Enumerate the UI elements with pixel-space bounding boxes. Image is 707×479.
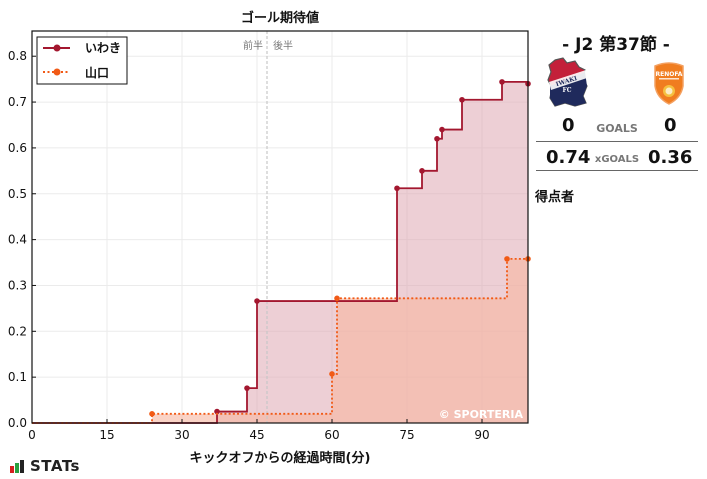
xgoals-label: xGOALS (594, 154, 640, 165)
y-tick-label: 0.7 (8, 95, 27, 109)
x-axis-label: キックオフからの経過時間(分) (190, 450, 371, 466)
x-tick-label: 45 (249, 428, 264, 442)
legend-marker-iwaki (53, 44, 61, 52)
x-tick-label: 0 (28, 428, 36, 442)
data-point (329, 371, 335, 377)
y-tick-label: 0.6 (8, 141, 27, 155)
goals-label: GOALS (596, 122, 638, 135)
data-point (434, 135, 440, 142)
data-point (214, 408, 220, 415)
xgoals-row: 0.74 xGOALS 0.36 (536, 144, 698, 171)
y-tick-label: 0.8 (8, 49, 27, 63)
bar-chart-icon (10, 459, 24, 473)
data-point (419, 168, 425, 174)
goals-row: 0 GOALS 0 (536, 115, 698, 142)
svg-text:RENOFA: RENOFA (656, 71, 683, 78)
home-xgoals: 0.74 (546, 147, 591, 168)
y-tick-label: 0.0 (8, 416, 27, 430)
second-half-label: 後半 (273, 39, 293, 52)
home-team-logo: IWAKI FC (547, 57, 588, 107)
legend-marker-yamaguchi (53, 68, 61, 76)
away-team-logo: RENOFA (654, 62, 684, 105)
y-tick-label: 0.1 (8, 370, 27, 384)
plot-frame (31, 30, 529, 424)
axis-ticks: 0 15 30 45 60 75 90 0.0 0.1 0.2 0.3 0.4 0.5 0.6 0.7 0.8 (8, 49, 490, 442)
round-title: - J2 第37節 - (562, 35, 670, 55)
data-point (394, 185, 400, 192)
x-tick-label: 15 (99, 428, 114, 442)
chart-title: ゴール期待値 (241, 10, 319, 26)
data-point (254, 298, 260, 304)
y-tick-label: 0.2 (8, 324, 27, 338)
xg-chart: ゴール期待値 0 15 30 45 60 75 90 0.0 0.1 0.2 0.3 0.4 0.5 0.… (8, 10, 531, 466)
x-tick-label: 75 (399, 428, 414, 442)
home-goals: 0 (562, 115, 575, 136)
data-point (504, 256, 510, 262)
series-lines (32, 79, 531, 424)
svg-text:FC: FC (562, 87, 571, 94)
series-fills (152, 81, 528, 423)
y-tick-label: 0.5 (8, 187, 27, 201)
series-line-いわき (32, 80, 528, 424)
y-tick-label: 0.3 (8, 278, 27, 292)
stats-brand-logo: STATs (10, 457, 80, 475)
x-tick-label: 30 (174, 428, 189, 442)
legend: いわき 山口 (36, 36, 128, 85)
away-goals: 0 (664, 115, 677, 136)
y-tick-label: 0.4 (8, 233, 27, 247)
watermark: © SPORTERIA (439, 408, 524, 421)
data-point (439, 126, 445, 133)
away-xgoals: 0.36 (648, 147, 693, 168)
first-half-label: 前半 (243, 39, 263, 52)
scorers-heading: 得点者 (535, 190, 575, 205)
x-tick-label: 60 (324, 428, 339, 442)
data-point (459, 96, 465, 103)
data-point (244, 385, 250, 391)
brand-name: STATs (30, 457, 80, 475)
legend-label-iwaki: いわき (85, 41, 121, 55)
x-tick-label: 90 (474, 428, 489, 442)
data-point (149, 411, 155, 417)
data-point (499, 79, 505, 85)
legend-label-yamaguchi: 山口 (85, 65, 109, 80)
data-point (334, 295, 340, 302)
